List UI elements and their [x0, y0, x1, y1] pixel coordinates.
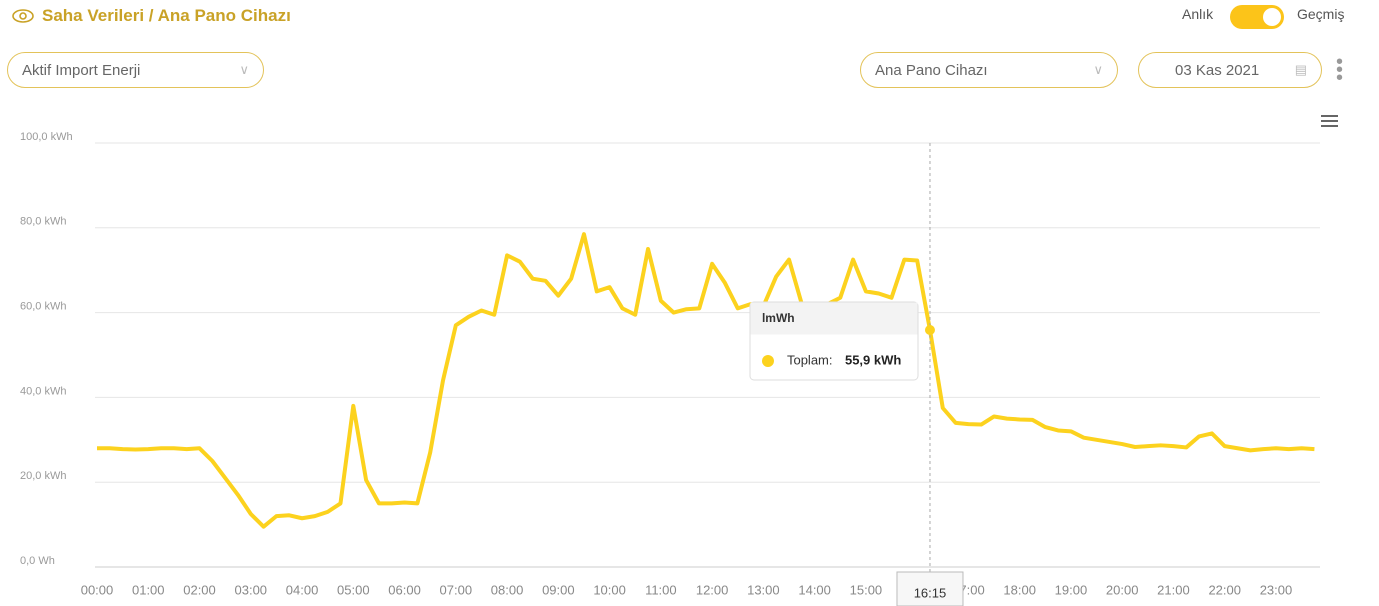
x-tick-label: 23:00 [1260, 582, 1293, 597]
x-tick-label: 00:00 [81, 582, 114, 597]
toggle-right[interactable]: Geçmiş [1297, 6, 1345, 22]
metric-value: Aktif Import Enerji [22, 61, 141, 79]
hamburger[interactable] [1321, 115, 1338, 127]
x-tick-label: 05:00 [337, 582, 370, 597]
toggle-left[interactable]: Anlık [1182, 6, 1214, 22]
y-tick-label: 100,0 kWh [20, 131, 73, 143]
toggle-switch[interactable] [1230, 5, 1284, 29]
x-tick-label: 14:00 [798, 582, 831, 597]
chevron: ∨ [239, 62, 249, 77]
tooltip-dot [761, 355, 774, 367]
x-tick-label: 18:00 [1003, 582, 1036, 597]
y-tick-label: 60,0 kWh [20, 301, 66, 313]
tooltip-head [750, 302, 918, 335]
tooltip-header: lmWh [762, 311, 795, 325]
date-value: 03 Kas 2021 [1175, 61, 1260, 79]
x-tick-label: 08:00 [491, 582, 524, 597]
line [97, 232, 1315, 529]
y-tick-label: 40,0 kWh [20, 385, 66, 397]
x-tick-label: 10:00 [593, 582, 626, 597]
x-tick-label: 19:00 [1055, 582, 1088, 597]
y-tick-label: 20,0 kWh [20, 470, 66, 482]
x-tick-label: 13:00 [747, 582, 780, 597]
x-tick-label: 03:00 [235, 582, 268, 597]
metric-select[interactable]: Aktif Import Enerji ∨ [7, 52, 264, 88]
x-crosshair-label: 16:15 [914, 585, 947, 600]
x-tick-label: 09:00 [542, 582, 575, 597]
x-tick-label: 11:00 [645, 582, 677, 597]
device-value: Ana Pano Cihazı [875, 61, 988, 79]
x-tick-label: 21:00 [1157, 582, 1190, 597]
chevron: ∨ [1093, 62, 1103, 77]
y-tick-label: 0,0 Wh [20, 555, 55, 567]
x-tick-label: 22:00 [1208, 582, 1241, 597]
header: Saha Verileri / Ana Pano Cihazı [12, 6, 291, 26]
calendar-icon: ▤ [1294, 62, 1307, 77]
x-tick-label: 20:00 [1106, 582, 1139, 597]
more-menu[interactable]: • • • [1336, 51, 1344, 89]
x-tick-label: 01:00 [132, 582, 165, 597]
y-tick-label: 80,0 kWh [20, 216, 66, 228]
device-select[interactable]: Ana Pano Cihazı ∨ [860, 52, 1118, 88]
eye-icon [12, 9, 34, 23]
x-tick-label: 07:00 [440, 582, 473, 597]
tooltip-label: Toplam: [787, 352, 833, 367]
hover-point [924, 324, 935, 335]
tooltip: lmWh Toplam: 55,9 kWh [749, 301, 919, 381]
tooltip-value: 55,9 kWh [845, 352, 901, 367]
date-picker[interactable]: 03 Kas 2021 ▤ [1138, 52, 1322, 88]
x-crosshair-box [896, 571, 964, 606]
page-title: Saha Verileri / Ana Pano Cihazı [42, 6, 291, 25]
x-tick-label: 15:00 [850, 582, 883, 597]
x-tick-label: 06:00 [388, 582, 421, 597]
x-tick-label: 12:00 [696, 582, 729, 597]
x-tick-label: 04:00 [286, 582, 319, 597]
x-tick-label: 02:00 [183, 582, 216, 597]
